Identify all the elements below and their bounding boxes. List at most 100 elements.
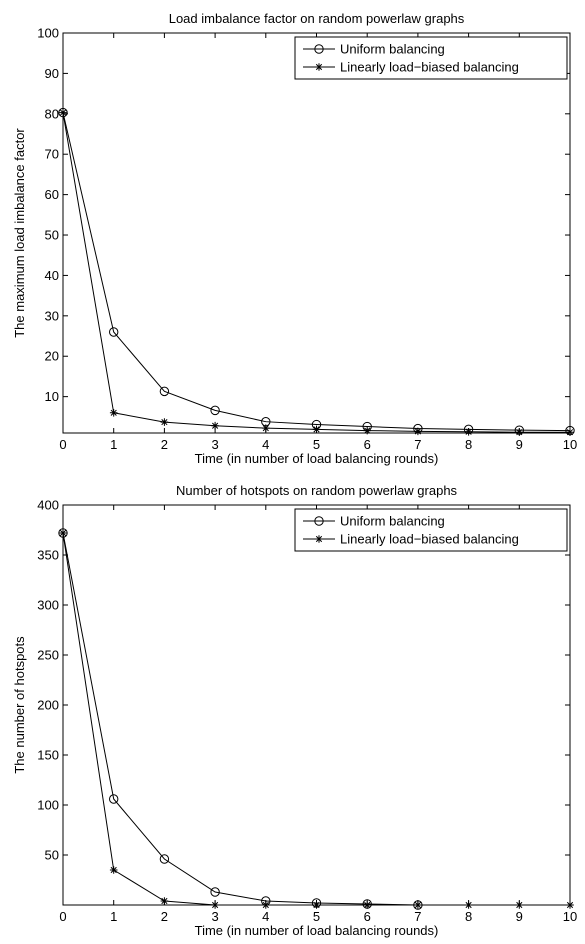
y-tick-label: 50 [45,228,59,243]
x-axis-label: Time (in number of load balancing rounds… [195,451,439,466]
plot-area [62,32,571,434]
x-tick-label: 7 [414,437,421,452]
data-point [312,901,321,909]
legend-label: Uniform balancing [340,514,445,529]
series-line [62,112,570,433]
data-point [160,897,169,905]
legend-item: Linearly load−biased balancing [303,532,519,547]
x-tick-label: 4 [262,437,269,452]
data-point [58,107,68,118]
x-tick-label: 5 [313,909,320,924]
data-point [210,887,220,897]
x-tick-label: 10 [563,437,577,452]
y-tick-label: 100 [37,798,59,813]
series-line [62,532,418,906]
y-tick-label: 60 [45,187,59,202]
series-1 [58,528,423,910]
data-point [109,794,119,804]
x-tick-label: 0 [59,909,66,924]
data-point [59,529,67,537]
x-tick-label: 9 [516,437,523,452]
y-tick-label: 400 [37,498,59,513]
legend: Uniform balancing Linearly load−biased ba… [294,36,568,80]
x-tick-label: 8 [465,437,472,452]
legend-label: Uniform balancing [340,42,445,57]
x-tick-label: 5 [313,437,320,452]
data-point [58,528,68,538]
data-point [262,424,270,432]
data-point [515,901,524,909]
chart-panel-1: Load imbalance factor on random powerlaw… [12,11,577,466]
series-1 [58,107,575,436]
series-2 [59,529,574,909]
series-line [62,532,570,906]
y-tick-label: 30 [45,308,59,323]
legend-box [294,36,568,80]
y-tick-label: 250 [37,648,59,663]
x-tick-label: 6 [364,909,371,924]
x-tick-label: 7 [414,909,421,924]
data-point [312,425,321,434]
chart-title: Load imbalance factor on random powerlaw… [169,11,465,26]
legend-label: Linearly load−biased balancing [340,60,519,75]
x-tick-label: 4 [262,909,269,924]
x-tick-label: 6 [364,437,371,452]
legend-item: Uniform balancing [303,42,445,57]
data-point [363,901,371,909]
x-tick-label: 9 [516,909,523,924]
data-point [363,426,371,435]
y-axis-label: The maximum load imbalance factor [12,128,27,338]
data-point [109,866,118,874]
y-tick-label: 350 [37,548,59,563]
x-tick-label: 0 [59,437,66,452]
x-tick-label: 10 [563,909,577,924]
data-point [515,428,524,436]
data-point [159,386,170,397]
data-point [160,418,169,426]
x-tick-label: 2 [161,909,168,924]
data-point [109,327,119,337]
y-tick-label: 70 [45,147,59,162]
y-tick-label: 80 [45,106,59,121]
y-tick-label: 300 [37,598,59,613]
series-2 [59,108,574,436]
legend-label: Linearly load−biased balancing [340,532,519,547]
data-point [262,901,270,909]
data-point [414,427,422,436]
y-axis-label: The number of hotspots [12,636,27,774]
x-tick-label: 2 [161,437,168,452]
y-tick-label: 100 [37,26,59,41]
series-line [62,112,571,432]
chart-panel-2: Number of hotspots on random powerlaw gr… [12,483,577,938]
y-tick-label: 20 [45,349,59,364]
plot-area [62,504,571,906]
legend: Uniform balancing Linearly load−biased ba… [294,508,568,552]
legend-marker [314,44,324,54]
y-tick-label: 50 [45,848,59,863]
data-point [566,901,574,909]
x-tick-label: 3 [211,437,218,452]
x-tick-label: 1 [110,437,117,452]
y-tick-label: 10 [45,389,59,404]
data-point [566,428,574,436]
legend-marker [315,535,323,543]
legend-item: Linearly load−biased balancing [303,60,519,75]
chart-title: Number of hotspots on random powerlaw gr… [176,483,458,498]
data-point [109,408,118,417]
data-point [211,421,219,430]
x-tick-label: 3 [211,909,218,924]
data-point [210,405,220,416]
y-tick-label: 90 [45,66,59,81]
legend-item: Uniform balancing [303,514,445,529]
data-point [464,901,473,909]
y-tick-label: 150 [37,748,59,763]
y-tick-label: 40 [45,268,59,283]
x-axis-label: Time (in number of load balancing rounds… [195,923,439,938]
data-point [414,901,422,909]
x-tick-label: 1 [110,909,117,924]
data-point [159,854,170,864]
y-tick-label: 200 [37,698,59,713]
data-point [464,427,473,436]
legend-marker [314,516,324,526]
